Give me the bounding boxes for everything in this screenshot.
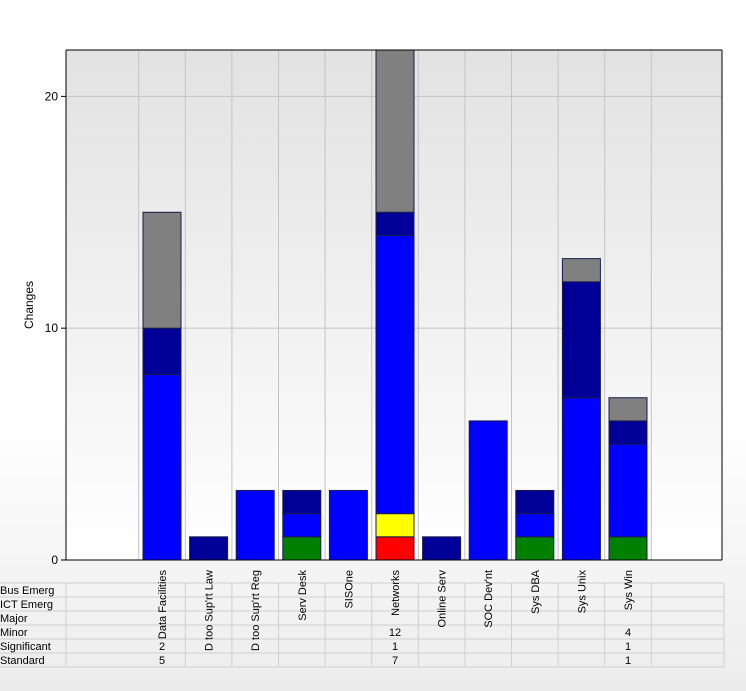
bar-segment-significant	[422, 536, 462, 561]
bar-segment-standard	[375, 234, 415, 515]
bar-segment-major	[515, 536, 555, 561]
bar-segment-major	[608, 536, 648, 561]
bar-segment-ict-emerg	[375, 513, 415, 538]
data-table: Bus Emerg ICT Emerg Major Minor Significant S…	[0, 582, 725, 668]
bar-segment-significant	[561, 281, 601, 399]
table-cell: 1	[625, 655, 631, 667]
bar-segment-significant	[375, 211, 415, 236]
table-row-label: Minor	[0, 627, 28, 639]
table-cell: 4	[625, 627, 631, 639]
x-tick-label: Sys Unix	[576, 570, 588, 614]
bar-segment-standard	[142, 374, 182, 561]
bar-segment-minor	[142, 211, 182, 329]
bar-segment-significant	[189, 536, 229, 561]
table-row-label: Major	[0, 613, 28, 625]
y-axis-ticks: 0 10 20	[45, 89, 66, 567]
table-cell: 7	[392, 655, 398, 667]
table-cell: 2	[159, 641, 165, 653]
bar-segment-standard	[468, 420, 508, 561]
x-tick-label: Serv Desk	[297, 570, 309, 621]
table-row-label: Bus Emerg	[0, 585, 54, 597]
bar-segment-standard	[282, 513, 322, 538]
table-cell: 12	[389, 627, 401, 639]
x-tick-label: D too Sup'rt Reg	[250, 570, 262, 651]
table-cell: 5	[159, 655, 165, 667]
bar-segment-significant	[608, 420, 648, 445]
bar-segment-minor	[375, 49, 415, 213]
y-tick-label: 10	[45, 321, 59, 335]
y-axis-label: Changes	[22, 281, 36, 329]
x-tick-label: SISOne	[343, 570, 355, 609]
bar-segment-minor	[608, 397, 648, 422]
table-row-label: Standard	[0, 655, 45, 667]
x-tick-label: D too Sup'rt Law	[204, 570, 216, 651]
bar-segment-standard	[328, 489, 368, 561]
category-labels: Data Facilities D too Sup'rt Law D too Sup…	[157, 569, 635, 651]
x-tick-label: Online Serv	[437, 570, 449, 628]
bar-segment-major	[282, 536, 322, 561]
bar-segment-significant	[515, 489, 555, 515]
bar-segment-bus-emerg	[375, 536, 415, 561]
bar-segment-significant	[142, 327, 182, 376]
table-row-label: Significant	[0, 641, 51, 653]
bar-segment-standard	[515, 513, 555, 538]
x-tick-label: Data Facilities	[157, 570, 169, 640]
bar-segment-standard	[608, 443, 648, 538]
x-tick-label: Sys Win	[623, 570, 635, 610]
bar-segment-standard	[235, 489, 275, 561]
y-tick-label: 0	[51, 553, 58, 567]
bar-segment-minor	[561, 258, 601, 283]
bars	[142, 49, 648, 561]
x-tick-label: Sys DBA	[530, 569, 542, 614]
table-cell: 1	[625, 641, 631, 653]
bar-segment-significant	[282, 489, 322, 515]
table-cell: 1	[392, 641, 398, 653]
x-tick-label: SOC Dev'nt	[483, 570, 495, 628]
table-row-label: ICT Emerg	[0, 599, 53, 611]
x-tick-label: Networks	[390, 570, 402, 616]
bar-segment-standard	[561, 397, 601, 561]
y-tick-label: 20	[45, 89, 59, 103]
